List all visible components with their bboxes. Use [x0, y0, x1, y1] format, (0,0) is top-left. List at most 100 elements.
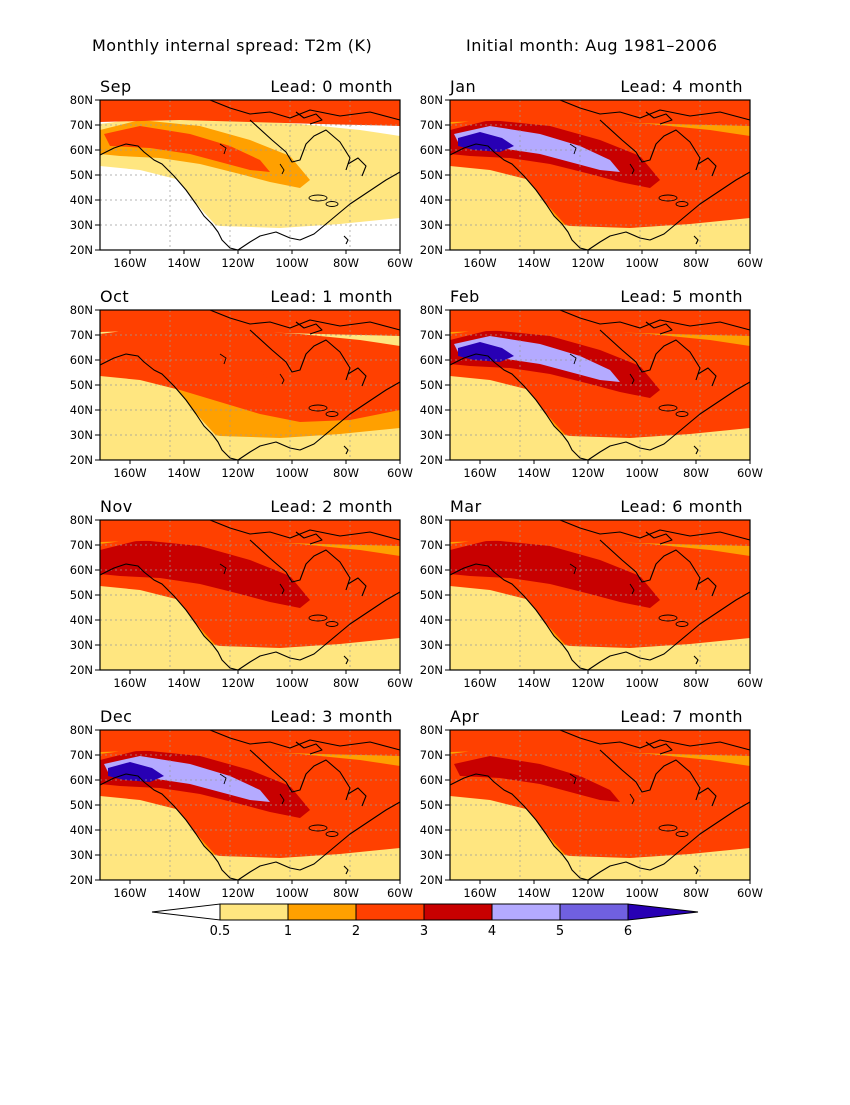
colorbar-segment — [559, 903, 629, 921]
lat-tick-label: 70N — [420, 328, 443, 342]
lat-tick-label: 60N — [70, 353, 93, 367]
panel-lead-label: Lead: 3 month — [270, 707, 393, 726]
colorbar-label: 4 — [488, 924, 496, 939]
lat-tick-label: 60N — [420, 143, 443, 157]
arctic-islands-coast — [559, 729, 751, 751]
lat-tick-label: 80N — [70, 513, 93, 527]
colorbar-segment — [287, 903, 357, 921]
arctic-islands-coast — [209, 99, 401, 121]
lon-tick-label: 100W — [275, 676, 308, 690]
arctic-band-fill — [100, 100, 400, 126]
lake-outline — [629, 793, 635, 805]
panel-month-label: Apr — [450, 707, 479, 726]
west-coastline — [449, 353, 589, 461]
colorbar-label: 6 — [624, 924, 632, 939]
max-spread-core — [104, 126, 270, 172]
lat-tick-label: 30N — [420, 428, 443, 442]
arctic-band-fill — [450, 730, 750, 756]
lake-outline — [629, 583, 635, 595]
island-outline — [295, 321, 323, 335]
lat-tick-label: 80N — [70, 303, 93, 317]
lat-tick-label: 30N — [420, 218, 443, 232]
island-outline — [347, 367, 367, 387]
panel-lead-label: Lead: 6 month — [620, 497, 743, 516]
lat-tick-label: 50N — [70, 378, 93, 392]
lake-outline — [569, 563, 577, 575]
lon-tick-label: 100W — [625, 466, 658, 480]
great-lakes-outline — [325, 411, 339, 417]
arctic-band-fill — [450, 310, 750, 336]
east-coastline — [587, 801, 751, 881]
lake-outline — [569, 143, 577, 155]
colorbar-label: 3 — [420, 924, 428, 939]
southern-strip-fill — [100, 424, 400, 460]
southern-strip-fill — [100, 634, 400, 670]
lat-tick-label: 40N — [420, 613, 443, 627]
lon-tick-label: 120W — [221, 676, 254, 690]
peak-spread-core — [458, 132, 514, 152]
panel-lead-label: Lead: 0 month — [270, 77, 393, 96]
lat-tick-label: 70N — [70, 538, 93, 552]
southern-strip-fill — [100, 844, 400, 880]
island-outline — [343, 445, 349, 455]
max-spread-core — [454, 756, 620, 802]
map-panel-4: Nov Lead: 2 month 80N 70N 60N 50N 40N 30N 20N 160… — [70, 497, 413, 690]
island-outline — [347, 157, 367, 177]
arctic-band-fill — [100, 520, 400, 546]
lat-tick-label: 30N — [420, 638, 443, 652]
arctic-band-fill — [450, 520, 750, 546]
map-panel-0: Sep Lead: 0 month 80N 70N 60N 50N 40N 30N 20N 160… — [70, 77, 413, 270]
east-coastline — [237, 591, 401, 671]
lat-tick-label: 60N — [420, 353, 443, 367]
lake-outline — [279, 583, 285, 595]
lon-tick-label: 160W — [463, 466, 496, 480]
island-outline — [295, 111, 323, 125]
hudson-bay-coast — [249, 329, 351, 381]
figure-title-left: Monthly internal spread: T2m (K) — [92, 36, 372, 55]
colorbar-segment — [423, 903, 493, 921]
max-spread-core — [104, 336, 270, 382]
hudson-bay-coast — [599, 329, 701, 381]
lon-tick-label: 60W — [737, 886, 763, 900]
west-coastline — [99, 563, 239, 671]
lon-tick-label: 100W — [275, 466, 308, 480]
east-coastline — [587, 381, 751, 461]
colorbar-segment — [219, 903, 289, 921]
lat-tick-label: 70N — [420, 118, 443, 132]
hudson-bay-coast — [249, 539, 351, 591]
lat-tick-label: 60N — [70, 773, 93, 787]
arctic-islands-coast — [559, 99, 751, 121]
island-outline — [347, 787, 367, 807]
lon-tick-label: 100W — [275, 886, 308, 900]
lon-tick-label: 100W — [625, 886, 658, 900]
lat-tick-label: 60N — [420, 563, 443, 577]
island-outline — [693, 655, 699, 665]
great-lakes-outline — [658, 614, 678, 622]
lat-tick-label: 40N — [420, 193, 443, 207]
east-coastline — [237, 381, 401, 461]
lon-tick-label: 120W — [571, 466, 604, 480]
lake-outline — [219, 773, 227, 785]
map-panel-2: Oct Lead: 1 month 80N 70N 60N 50N 40N 30N 20N 160… — [70, 287, 413, 480]
max-spread-core — [104, 546, 270, 592]
lon-tick-label: 120W — [571, 886, 604, 900]
lon-tick-label: 80W — [683, 256, 709, 270]
lon-tick-label: 60W — [387, 466, 413, 480]
map-panels: Sep Lead: 0 month 80N 70N 60N 50N 40N 30N 20N 160… — [70, 77, 763, 900]
lon-tick-label: 100W — [625, 676, 658, 690]
lat-tick-label: 40N — [70, 613, 93, 627]
lat-tick-label: 40N — [70, 193, 93, 207]
lake-outline — [219, 563, 227, 575]
lat-tick-label: 40N — [70, 823, 93, 837]
lat-tick-label: 30N — [70, 638, 93, 652]
lat-tick-label: 20N — [70, 663, 93, 677]
lake-outline — [629, 163, 635, 175]
lon-tick-label: 100W — [625, 256, 658, 270]
map-panel-5: Mar Lead: 6 month 80N 70N 60N 50N 40N 30N 20N 160… — [420, 497, 763, 690]
island-outline — [347, 577, 367, 597]
great-lakes-outline — [675, 831, 689, 837]
great-lakes-outline — [308, 614, 328, 622]
hudson-bay-coast — [599, 749, 701, 801]
great-lakes-outline — [325, 201, 339, 207]
island-outline — [343, 865, 349, 875]
